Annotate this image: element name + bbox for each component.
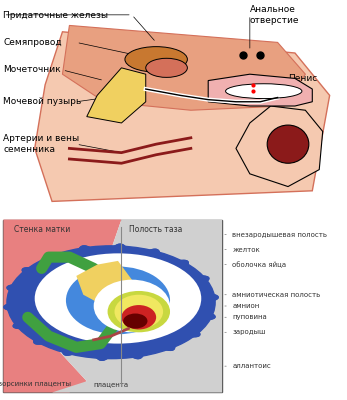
Text: Пенис: Пенис: [288, 74, 317, 83]
Ellipse shape: [125, 47, 187, 72]
Ellipse shape: [94, 280, 170, 332]
Ellipse shape: [66, 266, 170, 334]
Text: Мочеточник: Мочеточник: [3, 66, 61, 74]
Polygon shape: [4, 244, 218, 360]
Text: желток: желток: [232, 246, 260, 253]
Polygon shape: [3, 220, 121, 392]
Ellipse shape: [123, 314, 147, 328]
Text: амнион: амнион: [232, 303, 260, 309]
Text: Семяпровод: Семяпровод: [3, 38, 62, 47]
Polygon shape: [52, 220, 222, 392]
Polygon shape: [35, 32, 330, 202]
Polygon shape: [236, 106, 323, 186]
Text: Анальное
отверстие: Анальное отверстие: [250, 5, 299, 24]
Text: амниотическая полость: амниотическая полость: [232, 292, 321, 298]
Text: Семенник: Семенник: [267, 118, 315, 128]
Text: Мочевой пузырь: Мочевой пузырь: [3, 97, 82, 106]
Text: Мошонка: Мошонка: [257, 161, 301, 170]
Text: плацента: плацента: [93, 381, 129, 387]
Circle shape: [35, 253, 201, 344]
Text: ворсинки плаценты: ворсинки плаценты: [0, 381, 71, 387]
Text: Полость таза: Полость таза: [129, 225, 183, 234]
Text: оболочка яйца: оболочка яйца: [232, 261, 287, 268]
Ellipse shape: [146, 58, 187, 77]
Polygon shape: [62, 26, 305, 110]
Polygon shape: [87, 68, 146, 123]
Circle shape: [7, 246, 215, 359]
FancyBboxPatch shape: [3, 220, 222, 392]
Ellipse shape: [226, 84, 302, 98]
Ellipse shape: [108, 291, 170, 332]
Text: пуповина: пуповина: [232, 314, 267, 320]
Text: зародыш: зародыш: [232, 329, 266, 335]
Ellipse shape: [267, 125, 309, 163]
Polygon shape: [76, 261, 132, 306]
Ellipse shape: [121, 305, 156, 330]
Text: аллантоис: аллантоис: [232, 363, 271, 369]
Ellipse shape: [115, 295, 163, 328]
Text: Придаточные железы: Придаточные железы: [3, 11, 109, 20]
Polygon shape: [208, 74, 312, 106]
Text: внезародышевая полость: внезародышевая полость: [232, 232, 328, 238]
Text: Артерии и вены
семенника: Артерии и вены семенника: [3, 134, 79, 154]
Text: Стенка матки: Стенка матки: [14, 225, 70, 234]
